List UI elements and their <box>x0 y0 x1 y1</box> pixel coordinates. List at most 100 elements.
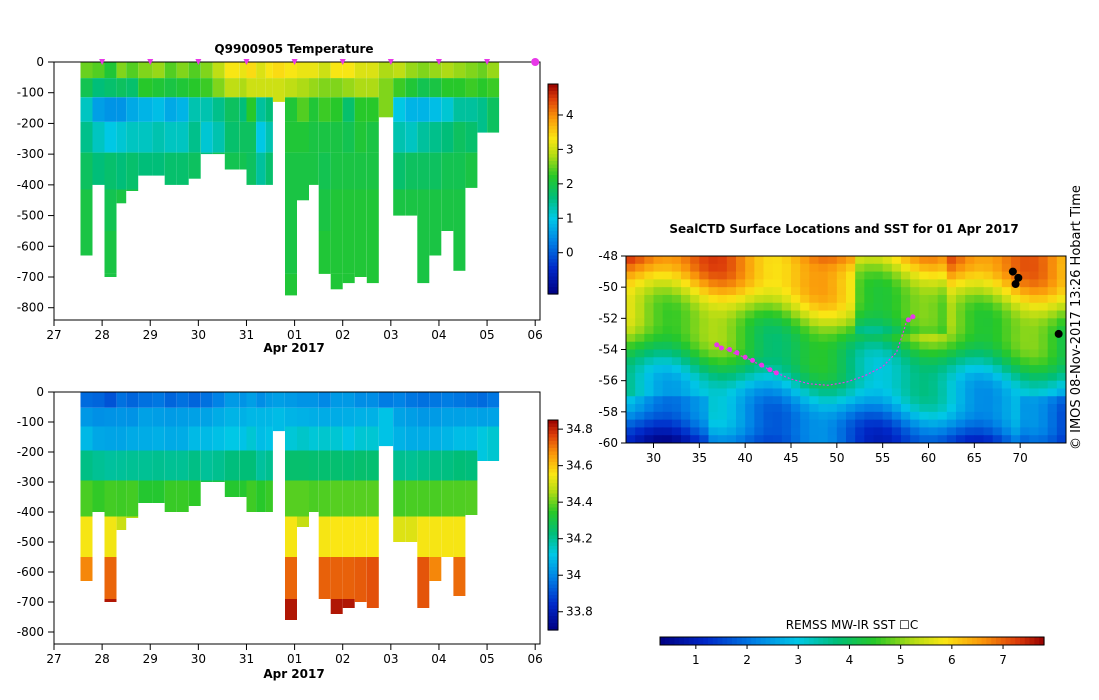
sst-cell <box>754 263 764 273</box>
salinity-colorbar-segment <box>548 455 558 460</box>
salinity-cell <box>285 599 297 620</box>
sst-cell <box>974 271 984 280</box>
sst-cell <box>791 287 801 296</box>
salinity-cell <box>116 450 127 481</box>
sst-cell <box>965 310 975 319</box>
sst-cell <box>1047 365 1058 374</box>
sst-cell <box>1038 318 1049 327</box>
sst-cell <box>901 318 911 327</box>
salinity-cell <box>393 426 406 451</box>
salinity-cell <box>256 450 266 481</box>
salinity-cell <box>354 392 367 408</box>
temperature-cell <box>246 121 257 153</box>
sst-cell <box>956 349 966 358</box>
sst-cell <box>772 349 783 358</box>
sst-cell <box>937 427 948 436</box>
sst-cell <box>1038 333 1049 343</box>
sst-cell <box>928 341 939 350</box>
sst-cell <box>708 333 719 343</box>
sst-cell <box>763 435 774 444</box>
sst-cell <box>717 271 728 280</box>
sst-cell <box>745 372 755 382</box>
temperature-cell <box>342 189 355 231</box>
sst-cell <box>992 310 1003 319</box>
sst-cell <box>1056 404 1067 413</box>
profile-time-marker <box>339 59 346 65</box>
sst-cell <box>653 349 664 358</box>
sst-colorbar-segment <box>914 637 920 645</box>
sst-cell <box>827 396 838 405</box>
sst-cell <box>974 396 984 405</box>
salinity-cell <box>256 426 266 451</box>
sst-cell <box>956 435 966 444</box>
sst-cell <box>1001 271 1012 280</box>
sst-cell <box>708 357 719 366</box>
map-y-tick-label: -56 <box>598 374 618 388</box>
sst-colorbar-segment <box>895 637 901 645</box>
salinity-cell <box>92 407 105 427</box>
sst-cell <box>791 404 801 413</box>
sst-cell <box>763 419 774 428</box>
sst-cell <box>910 372 920 382</box>
sst-cell <box>992 357 1003 366</box>
sst-cell <box>809 396 819 405</box>
sst-cell <box>671 435 682 444</box>
salinity-cell <box>393 516 406 542</box>
sst-colorbar-segment <box>938 637 944 645</box>
salinity-cell <box>239 450 247 481</box>
sst-cell <box>1020 404 1030 413</box>
sst-colorbar-segment <box>943 637 949 645</box>
sst-cell <box>882 365 893 374</box>
sst-cell <box>644 365 654 374</box>
sst-cell <box>901 256 911 265</box>
salinity-cell <box>92 392 105 408</box>
sst-cell <box>791 357 801 366</box>
sst-cell <box>836 396 847 405</box>
sst-cell <box>901 341 911 350</box>
seal-profile-location <box>714 342 720 348</box>
sst-cell <box>910 404 920 413</box>
temperature-y-tick-label: -500 <box>17 209 44 223</box>
salinity-cell <box>116 407 127 427</box>
temperature-cell <box>477 78 487 98</box>
temperature-cell <box>453 62 466 79</box>
sst-cell <box>1020 318 1030 327</box>
salinity-colorbar-segment <box>548 430 558 435</box>
sst-cell <box>910 435 920 444</box>
sst-cell <box>846 435 856 444</box>
sst-cell <box>974 349 984 358</box>
sst-cell <box>717 419 728 428</box>
sst-cell <box>946 404 957 413</box>
salinity-x-tick-label: 05 <box>479 652 494 666</box>
temperature-cell <box>138 78 153 98</box>
sst-cell <box>919 380 929 389</box>
temperature-colorbar-segment <box>548 178 558 183</box>
sst-cell <box>965 372 975 382</box>
sst-cell <box>956 318 966 327</box>
salinity-colorbar-segment <box>548 549 558 554</box>
sst-cell <box>1029 404 1039 413</box>
salinity-cell <box>116 480 127 517</box>
sst-cell <box>919 294 929 304</box>
temperature-cell <box>152 78 165 98</box>
sst-cell <box>864 396 874 405</box>
temperature-cell <box>330 78 343 98</box>
salinity-cell <box>453 480 466 517</box>
sst-cell <box>910 318 920 327</box>
sst-cell <box>855 372 865 382</box>
sst-cell <box>937 404 948 413</box>
salinity-cell <box>342 392 355 408</box>
sst-cell <box>1011 256 1021 265</box>
sst-cell <box>1047 435 1058 444</box>
salinity-colorbar-tick-label: 34 <box>566 568 581 582</box>
sst-cell <box>653 326 664 335</box>
sst-colorbar-segment <box>991 637 997 645</box>
sst-cell <box>626 271 636 280</box>
sst-cell <box>772 333 783 343</box>
salinity-cell <box>212 407 225 427</box>
sst-cell <box>974 419 984 428</box>
sst-cell <box>1047 396 1058 405</box>
sst-colorbar-segment <box>900 637 906 645</box>
salinity-cell <box>429 450 442 481</box>
sst-cell <box>937 419 948 428</box>
